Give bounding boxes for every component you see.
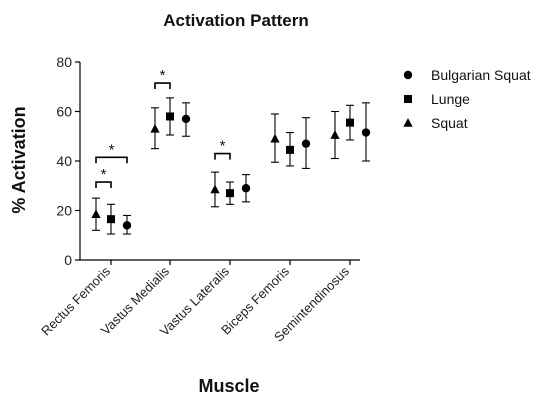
significance-brackets: **** (95, 67, 231, 189)
chart-title: Activation Pattern (163, 11, 308, 30)
legend-label: Lunge (431, 91, 470, 107)
x-axis-label: Muscle (198, 376, 259, 396)
data-point (181, 114, 191, 124)
y-tick-label: 40 (56, 153, 72, 169)
y-tick-label: 80 (56, 54, 72, 70)
legend-label: Bulgarian Squat (431, 67, 531, 83)
y-tick-label: 60 (56, 104, 72, 120)
data-point (150, 123, 160, 133)
legend-marker (403, 118, 413, 127)
data-point (166, 112, 174, 121)
y-tick-label: 20 (56, 203, 72, 219)
y-axis-label: % Activation (9, 106, 29, 213)
data-point (286, 145, 294, 154)
significance-bracket (214, 152, 231, 160)
legend-label: Squat (431, 115, 468, 131)
y-tick-label: 0 (64, 252, 72, 268)
data-point (210, 184, 220, 194)
legend-marker (403, 70, 413, 80)
legend: Bulgarian Squat Lunge Squat (403, 67, 531, 131)
data-point (330, 130, 340, 139)
data-point (361, 128, 371, 137)
plot-area (91, 97, 371, 235)
significance-star: * (160, 67, 166, 84)
data-point (107, 215, 115, 224)
significance-star: * (109, 141, 115, 158)
significance-bracket (95, 181, 112, 189)
significance-bracket (95, 156, 128, 164)
data-point (346, 118, 354, 127)
significance-bracket (154, 82, 171, 90)
data-point (91, 209, 101, 219)
data-point (270, 133, 280, 143)
significance-star: * (220, 138, 226, 155)
data-point (241, 184, 251, 193)
significance-star: * (101, 166, 107, 183)
data-point (301, 139, 311, 148)
legend-marker (404, 95, 412, 103)
data-point (122, 221, 132, 230)
data-point (226, 189, 234, 198)
